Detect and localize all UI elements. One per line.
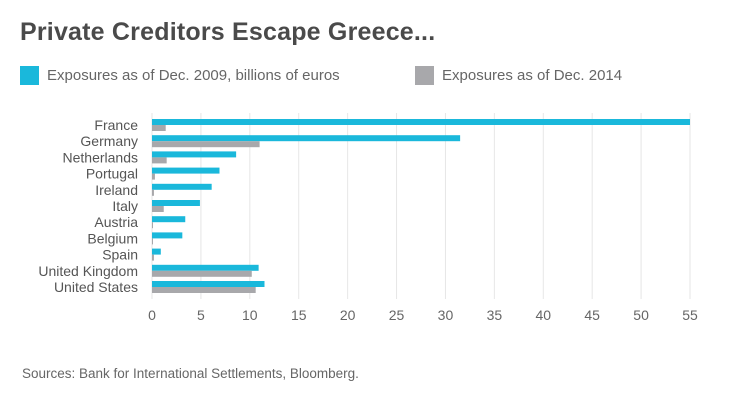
bar-2009 [152, 151, 237, 158]
category-label: Ireland [95, 182, 138, 198]
bar-2014 [152, 206, 164, 212]
x-tick-label: 30 [438, 307, 454, 323]
x-tick-label: 55 [682, 307, 698, 323]
legend-swatch-2009 [20, 66, 39, 85]
bar-2009 [152, 135, 461, 142]
x-tick-label: 40 [535, 307, 551, 323]
bar-2009 [152, 119, 690, 125]
legend-label-2009: Exposures as of Dec. 2009, billions of e… [47, 67, 340, 84]
category-label: Austria [94, 214, 138, 230]
legend-swatch-2014 [415, 66, 434, 85]
bar-2009 [152, 248, 161, 255]
bar-2014 [152, 222, 153, 229]
x-tick-label: 10 [242, 307, 258, 323]
bar-2014 [152, 173, 155, 180]
x-tick-label: 0 [148, 307, 156, 323]
bar-2009 [152, 183, 212, 190]
x-tick-label: 50 [633, 307, 649, 323]
x-tick-label: 25 [389, 307, 405, 323]
bar-2009 [152, 216, 186, 223]
category-label: United States [54, 279, 138, 295]
category-label: Germany [80, 133, 138, 149]
bar-2009 [152, 200, 200, 206]
bar-2014 [152, 287, 256, 293]
bar-2014 [152, 157, 167, 164]
legend-item-2014: Exposures as of Dec. 2014 [415, 66, 622, 85]
x-tick-label: 45 [584, 307, 600, 323]
x-tick-label: 15 [291, 307, 307, 323]
category-label: France [94, 117, 138, 133]
x-tick-label: 35 [487, 307, 503, 323]
bar-2014 [152, 125, 166, 131]
bar-chart: FranceGermanyNetherlandsPortugalIrelandI… [38, 113, 698, 323]
source-note: Sources: Bank for International Settleme… [22, 366, 359, 381]
bar-2014 [152, 189, 154, 196]
bar-2014 [152, 141, 260, 148]
bar-2009 [152, 281, 265, 287]
legend-item-2009: Exposures as of Dec. 2009, billions of e… [20, 66, 340, 85]
bar-2009 [152, 264, 259, 271]
bar-2014 [152, 238, 153, 245]
category-label: Italy [112, 198, 138, 214]
category-label: Portugal [86, 166, 138, 182]
legend-label-2014: Exposures as of Dec. 2014 [442, 67, 623, 84]
category-label: Belgium [87, 230, 138, 246]
category-label: United Kingdom [38, 263, 138, 279]
category-label: Spain [102, 247, 138, 263]
bar-2014 [152, 254, 154, 261]
bar-2009 [152, 167, 220, 174]
category-label: Netherlands [63, 149, 139, 165]
x-tick-label: 20 [340, 307, 356, 323]
x-tick-label: 5 [197, 307, 205, 323]
chart-title: Private Creditors Escape Greece... [20, 18, 436, 46]
bar-2009 [152, 232, 183, 239]
bar-2014 [152, 270, 252, 277]
